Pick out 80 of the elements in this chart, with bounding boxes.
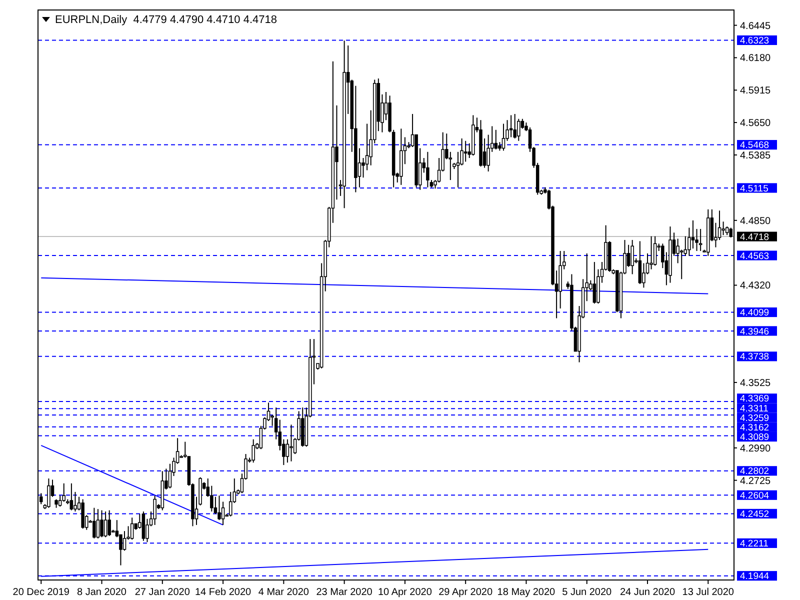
ref-line-label: 4.3738: [740, 352, 770, 363]
candlestick: [290, 424, 293, 462]
ref-line-label: 4.6323: [740, 36, 770, 47]
candlestick: [680, 249, 684, 280]
x-tick-label: 14 Feb 2020: [194, 587, 252, 598]
x-tick-label: 4 Mar 2020: [258, 587, 310, 598]
ref-line-label: 4.5115: [740, 183, 768, 194]
ref-line-label: 4.4563: [740, 250, 770, 262]
candlestick: [722, 221, 725, 236]
candlestick: [286, 438, 290, 464]
ref-line-label: 4.2452: [740, 509, 770, 520]
candlestick: [221, 501, 225, 526]
candlestick: [653, 236, 657, 266]
ref-line-label: 4.3259: [740, 412, 770, 424]
y-tick-label: 4.4320: [740, 280, 772, 292]
candlestick: [252, 438, 255, 464]
x-tick-label: 5 Jun 2020: [562, 587, 612, 598]
x-tick-label: 27 Jan 2020: [134, 587, 190, 598]
candlestick: [168, 463, 172, 489]
candlestick: [448, 151, 452, 181]
ref-line-label: 4.3311: [740, 403, 768, 414]
x-tick-label: 20 Dec 2019: [12, 587, 70, 598]
candlestick: [153, 495, 156, 526]
candlestick: [92, 507, 96, 539]
ref-line-label: 4.3369: [740, 394, 770, 405]
candlestick: [218, 495, 221, 521]
candlestick: [718, 210, 722, 240]
x-tick-label: 29 Apr 2020: [438, 587, 493, 598]
ref-line-label: 4.4718: [740, 232, 770, 243]
ref-line-label: 4.3162: [740, 422, 770, 434]
chart-title: EURPLN,Daily 4.4779 4.4790 4.4710 4.4718: [55, 14, 277, 26]
candlestick: [426, 151, 430, 188]
candlestick: [96, 508, 100, 539]
x-tick-label: 24 Jun 2020: [620, 587, 676, 598]
candlestick: [650, 236, 653, 270]
candlestick: [464, 140, 468, 162]
y-tick-label: 4.2725: [740, 476, 772, 487]
candlestick: [698, 228, 702, 252]
candlestick: [108, 510, 111, 536]
x-tick-label: 8 Jan 2020: [77, 587, 127, 598]
ref-line-label: 4.4099: [740, 308, 770, 319]
candlestick: [456, 151, 460, 188]
ref-line-label: 4.1944: [740, 571, 770, 582]
x-tick-label: 13 Jul 2020: [682, 587, 734, 598]
y-tick-label: 4.4850: [740, 216, 772, 227]
candlestick: [74, 491, 77, 512]
y-tick-label: 4.5385: [740, 150, 772, 162]
ref-line-label: 4.2211: [740, 538, 768, 550]
ref-line-label: 4.5468: [740, 140, 770, 152]
ref-line-label: 4.2802: [740, 466, 770, 478]
ref-line-label: 4.3089: [740, 432, 770, 444]
candlestick: [513, 113, 516, 139]
ref-line-label: 4.3946: [740, 326, 770, 338]
candlestick: [62, 482, 66, 502]
candlestick: [58, 495, 62, 508]
candlestick: [509, 114, 513, 138]
y-tick-label: 4.2990: [740, 443, 772, 454]
candlestick: [122, 530, 126, 552]
candlestick: [592, 261, 596, 304]
candlestick: [70, 482, 74, 511]
ref-line-label: 4.2604: [740, 490, 770, 502]
candlestick: [502, 123, 506, 152]
x-tick-label: 18 May 2020: [497, 587, 556, 598]
y-tick-label: 4.3525: [740, 378, 772, 389]
candlestick: [494, 129, 498, 150]
y-tick-label: 4.5650: [740, 118, 772, 130]
candlestick: [130, 517, 134, 540]
candlestick: [517, 118, 520, 142]
candlestick: [691, 220, 695, 250]
x-tick-label: 23 Mar 2020: [316, 587, 373, 598]
candlestick: [104, 511, 108, 538]
candlestick: [100, 510, 104, 538]
candlestick: [47, 478, 50, 508]
y-tick-label: 4.6180: [740, 53, 772, 64]
candlestick: [630, 239, 634, 275]
y-tick-label: 4.5915: [740, 86, 772, 97]
y-tick-label: 4.6445: [740, 20, 772, 32]
candlestick: [638, 240, 642, 284]
candlestick: [228, 491, 232, 517]
x-tick-label: 10 Apr 2020: [378, 587, 432, 598]
